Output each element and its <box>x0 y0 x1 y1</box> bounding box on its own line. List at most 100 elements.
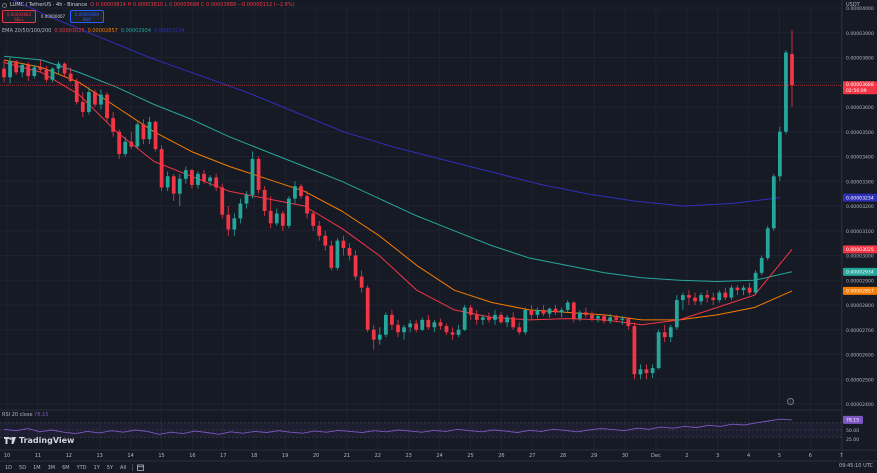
rsi-level-label: 25.00 <box>846 437 859 443</box>
candle-body <box>759 257 764 273</box>
candle-body <box>529 309 534 315</box>
rsi-line <box>3 418 793 435</box>
symbol-title[interactable]: LUMC / TetherUS · 4h · Binance <box>10 2 88 8</box>
candle-body <box>208 177 212 182</box>
rsi-level-label: 50.00 <box>846 428 859 434</box>
time-tick-label: 2 <box>685 453 688 459</box>
spread-value: 0.00000007 <box>40 14 66 19</box>
candle-body <box>693 297 697 302</box>
range-6m[interactable]: 6M <box>62 464 70 471</box>
candle-body <box>656 332 661 369</box>
candle-body <box>74 81 79 103</box>
ema-lines <box>3 0 793 326</box>
candle-body <box>462 307 467 330</box>
ema-price-tag-label: 0.00002857 <box>846 289 874 295</box>
time-tick-label: 24 <box>436 453 442 459</box>
range-all[interactable]: All <box>120 464 127 471</box>
candle-body <box>147 121 152 140</box>
candle-body <box>262 189 267 211</box>
candle-body <box>341 240 346 249</box>
price-tick-label: 0.00003500 <box>846 130 874 136</box>
symbol-legend[interactable]: LUMC / TetherUS · 4h · Binance O 0.00003… <box>2 2 295 8</box>
range-3m[interactable]: 3M <box>47 464 56 471</box>
eye-icon[interactable] <box>2 2 7 8</box>
candle-body <box>517 327 522 333</box>
time-tick-label: 30 <box>622 453 628 459</box>
candle-body <box>535 309 540 315</box>
tradingview-logo[interactable]: TradingView <box>4 436 74 445</box>
time-tick-label: 22 <box>375 453 381 459</box>
rsi-pane[interactable] <box>0 409 842 438</box>
rsi-value: 78.15 <box>34 412 49 418</box>
candle-body <box>553 308 558 313</box>
candle-body <box>741 287 746 291</box>
range-5y[interactable]: 5Y <box>106 464 114 471</box>
ema-label[interactable]: EMA 20/50/100/200 <box>2 28 52 34</box>
range-5d[interactable]: 5D <box>19 464 27 471</box>
price-tick-label: 0.00002800 <box>846 303 874 309</box>
candle-body <box>614 317 619 320</box>
time-tick-label: 3 <box>716 453 719 459</box>
rsi-current-tag <box>843 415 863 424</box>
candle-body <box>456 329 461 335</box>
candle-body <box>86 92 91 112</box>
candle-body <box>402 327 406 333</box>
candle-body <box>577 312 582 319</box>
buy-button[interactable]: 0.00003690 BUY <box>70 10 104 23</box>
calendar-icon[interactable] <box>137 464 145 471</box>
candle-body <box>765 228 770 258</box>
candle-body <box>14 61 19 73</box>
candle-body <box>190 170 194 185</box>
candle-body <box>559 309 564 313</box>
candle-body <box>177 178 182 194</box>
candle-body <box>311 213 316 226</box>
candle-body <box>238 203 243 219</box>
candle-body <box>287 198 291 226</box>
candle-body <box>80 102 85 112</box>
candle-body <box>541 309 546 314</box>
ema-legend[interactable]: EMA 20/50/100/200 0.00003025 0.00002857 … <box>2 28 184 34</box>
sell-button[interactable]: 0.00003683 SELL <box>2 10 36 23</box>
candle-body <box>771 176 776 229</box>
sell-label: SELL <box>14 17 24 22</box>
range-ytd[interactable]: YTD <box>76 464 87 471</box>
candle-body <box>183 170 188 179</box>
ema200-value: 0.00003234 <box>154 28 185 34</box>
candle-body <box>159 149 164 188</box>
rsi-legend[interactable]: RSI 20 close 78.15 <box>2 412 48 418</box>
candle-body <box>474 314 479 320</box>
time-tick-label: 13 <box>97 453 103 459</box>
price-tick-label: 0.00003300 <box>846 179 874 185</box>
price-tick-label: 0.00003200 <box>846 204 874 210</box>
price-axis-panel <box>842 0 877 473</box>
time-tick-label: 29 <box>591 453 597 459</box>
candle-body <box>565 302 570 310</box>
candle-body <box>444 326 449 333</box>
ema-price-tag <box>843 193 877 202</box>
ema-price-tag <box>843 286 877 295</box>
price-tick-label: 0.00003900 <box>846 31 874 37</box>
info-icon[interactable]: i <box>787 398 794 405</box>
candle-body <box>32 67 37 77</box>
time-range-bar: 1D 5D 1M 3M 6M YTD 1Y 5Y All <box>0 462 877 473</box>
candle-body <box>123 141 128 155</box>
candle-body <box>620 318 625 320</box>
range-1d[interactable]: 1D <box>5 464 13 471</box>
price-tick-label: 0.00002700 <box>846 328 874 334</box>
candle-body <box>268 210 273 224</box>
candle-body <box>784 52 788 132</box>
candle-body <box>408 323 413 328</box>
candle-body <box>638 369 643 375</box>
utc-clock[interactable]: 09:45:10 UTC <box>839 463 873 469</box>
candle-body <box>305 196 309 214</box>
rsi-current-tag-label: 78.15 <box>846 418 859 424</box>
rsi-label[interactable]: RSI 20 close <box>2 412 33 418</box>
candle-body <box>214 177 219 188</box>
candle-body <box>220 187 225 215</box>
time-tick-label: 21 <box>344 453 350 459</box>
range-1y[interactable]: 1Y <box>93 464 100 471</box>
candle-body <box>662 332 667 338</box>
range-1m[interactable]: 1M <box>33 464 41 471</box>
